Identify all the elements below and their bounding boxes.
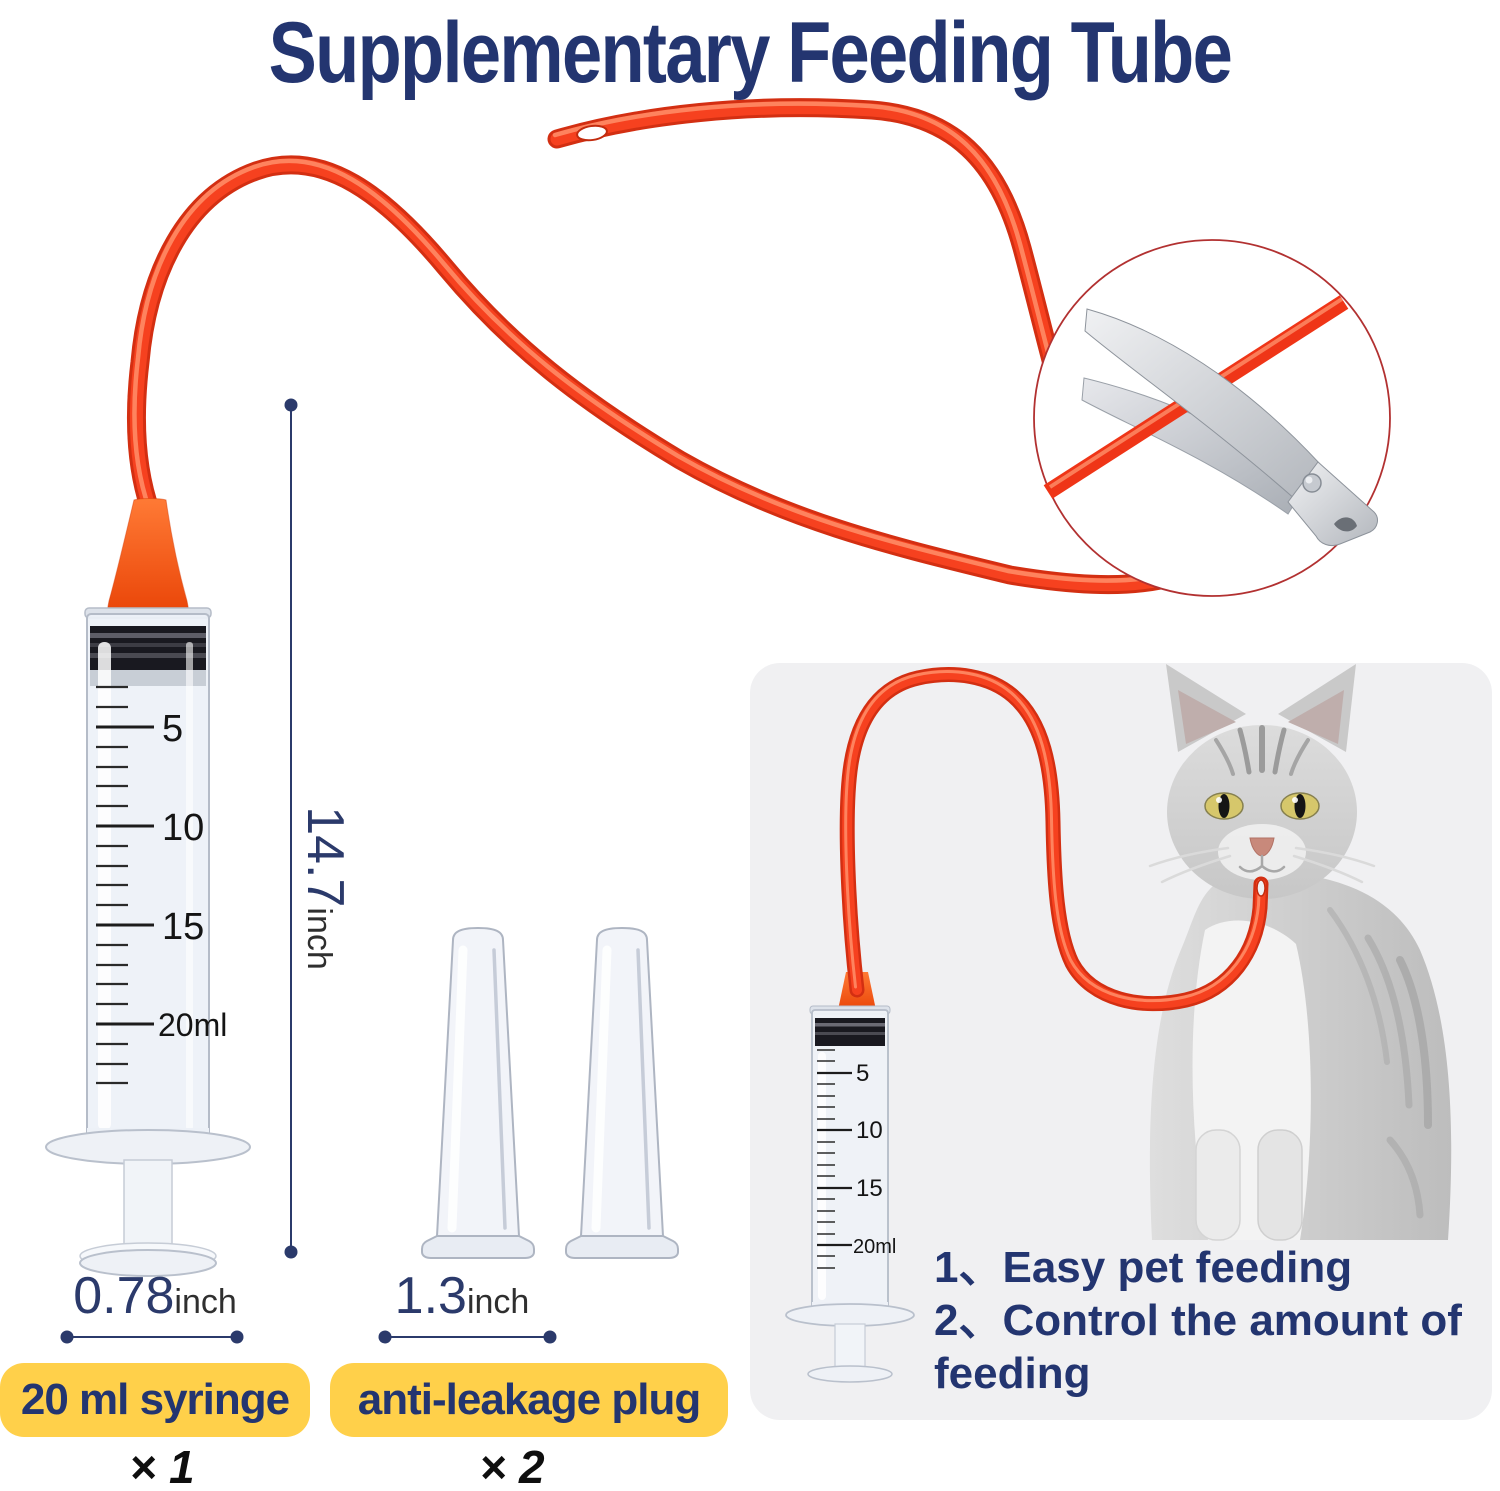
plug-width-text: 1.3inch — [394, 1267, 530, 1325]
scissors-icon — [1043, 295, 1378, 547]
measure-dot — [378, 1330, 392, 1344]
inset-scale-20ml: 20ml — [853, 1236, 896, 1258]
scissors-lower-blade — [1081, 377, 1309, 515]
measure-dot — [284, 1245, 298, 1259]
plug-quantity: × 2 — [479, 1441, 545, 1491]
benefit-item-1: 1、Easy pet feeding — [934, 1243, 1353, 1292]
inset-feeding-tube — [846, 672, 1265, 1004]
inset-scale-5: 5 — [856, 1060, 869, 1087]
page-title-wrap: Supplementary Feeding Tube — [0, 0, 1500, 106]
inset-photo: 5 10 15 20ml — [750, 663, 1492, 1420]
syringe-minor-ticks — [96, 685, 128, 1085]
scale-15: 15 — [162, 906, 204, 948]
tube-length-text: 14.7inch — [296, 806, 354, 970]
syringe-tip — [106, 498, 190, 613]
measure-dot — [230, 1330, 244, 1344]
inset-scale-10: 10 — [856, 1117, 883, 1144]
measure-dot — [284, 398, 298, 412]
syringe-quantity: × 1 — [129, 1441, 195, 1491]
anti-leakage-plug-2 — [566, 928, 678, 1258]
feeding-tube — [134, 104, 1160, 585]
plug-name-label: anti-leakage plug — [330, 1363, 728, 1437]
syringe-flange — [45, 1129, 251, 1165]
measure-line-horizontal — [385, 1336, 550, 1338]
scale-10: 10 — [162, 807, 204, 849]
benefit-item-2: 2、Control the amount of feeding — [934, 1295, 1462, 1398]
main-syringe: 5 10 15 20ml — [45, 498, 251, 1277]
syringe-major-ticks — [96, 725, 154, 1026]
benefits-list: 1、Easy pet feeding 2、Control the amount … — [934, 1242, 1486, 1400]
syringe-name-label: 20 ml syringe — [0, 1363, 310, 1437]
scissors-zoom-circle — [1033, 239, 1391, 597]
measure-line-horizontal — [67, 1336, 237, 1338]
tube-eyelet — [576, 124, 608, 142]
scale-5: 5 — [162, 708, 183, 750]
scissors-pivot-screw — [1302, 473, 1322, 493]
measure-dot — [543, 1330, 557, 1344]
page-title: Supplementary Feeding Tube — [268, 4, 1233, 101]
measure-dot — [60, 1330, 74, 1344]
syringe-plunger-end — [79, 1249, 217, 1277]
inset-scale-15: 15 — [856, 1175, 883, 1202]
inset-syringe: 5 10 15 20ml — [785, 972, 915, 1383]
anti-leakage-plug-1 — [422, 928, 534, 1258]
scale-20ml: 20ml — [158, 1007, 227, 1043]
cat-illustration — [1148, 664, 1452, 1241]
syringe-width-text: 0.78inch — [73, 1267, 237, 1325]
measure-line-vertical — [290, 405, 292, 1252]
inset-tube-eyelet — [1256, 879, 1266, 897]
